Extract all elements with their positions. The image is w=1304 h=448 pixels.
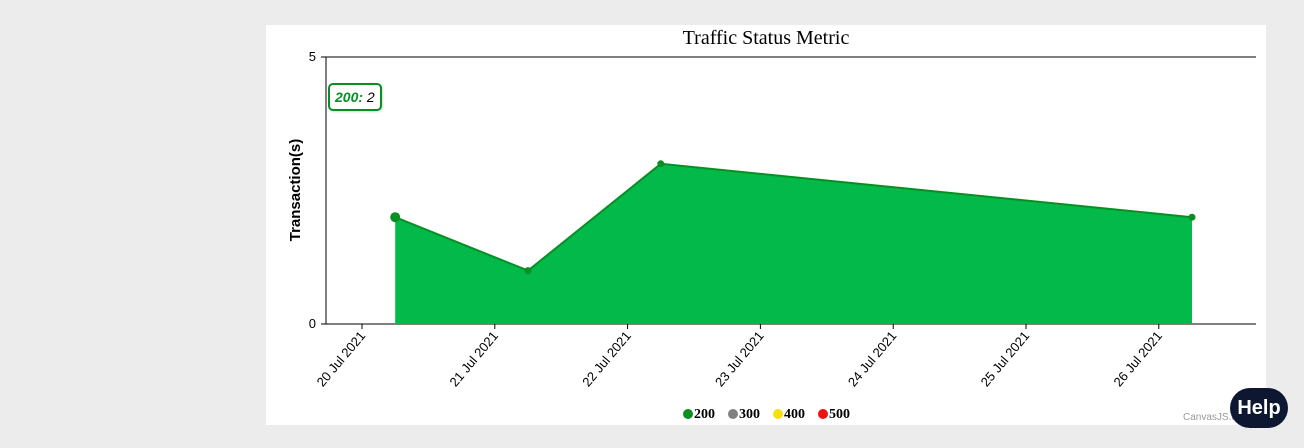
x-tick-label: 21 Jul 2021 — [446, 328, 501, 389]
y-axis-title: Transaction(s) — [287, 139, 304, 242]
data-point[interactable] — [524, 267, 532, 275]
area-line-200 — [394, 162, 1193, 272]
tooltip-value: 2 — [366, 89, 375, 105]
area-fill-200 — [395, 163, 1192, 324]
legend-item-500[interactable]: 500 — [818, 407, 850, 422]
x-tick-label: 23 Jul 2021 — [712, 328, 767, 389]
credit-link[interactable]: CanvasJS.com — [1183, 412, 1250, 423]
help-button[interactable]: Help — [1230, 388, 1288, 428]
x-tick-label: 22 Jul 2021 — [579, 328, 634, 389]
x-tick-label: 20 Jul 2021 — [314, 328, 369, 389]
y-tick-label: 0 — [309, 316, 316, 331]
legend-label: 200 — [694, 407, 715, 422]
legend-label: 500 — [829, 407, 850, 422]
data-point[interactable] — [1188, 213, 1196, 221]
legend-marker — [818, 409, 828, 419]
legend-label: 400 — [784, 407, 805, 422]
chart-svg: Traffic Status Metric Transaction(s) 05 … — [287, 27, 1256, 423]
legend-label: 300 — [739, 407, 760, 422]
legend-item-400[interactable]: 400 — [773, 407, 805, 422]
series-layer — [390, 160, 1196, 324]
data-point[interactable] — [390, 212, 401, 223]
chart-legend[interactable]: 200 300 400 500 — [683, 407, 850, 422]
legend-marker — [728, 409, 738, 419]
x-tick-label: 26 Jul 2021 — [1110, 328, 1165, 389]
legend-marker — [773, 409, 783, 419]
x-axis-ticks: 20 Jul 2021 21 Jul 2021 22 Jul 2021 23 Jul … — [314, 324, 1165, 389]
chart-title: Traffic Status Metric — [683, 27, 850, 49]
legend-item-200[interactable]: 200 — [683, 407, 715, 422]
data-point[interactable] — [657, 160, 665, 168]
x-tick-label: 24 Jul 2021 — [845, 328, 900, 389]
y-tick-label: 5 — [309, 49, 316, 64]
x-tick-label: 25 Jul 2021 — [978, 328, 1033, 389]
chart-tooltip: 200: 2 — [328, 83, 382, 111]
y-axis-ticks: 05 — [309, 49, 326, 331]
legend-item-300[interactable]: 300 — [728, 407, 760, 422]
legend-marker — [683, 409, 693, 419]
tooltip-series-label: 200: — [335, 89, 364, 105]
